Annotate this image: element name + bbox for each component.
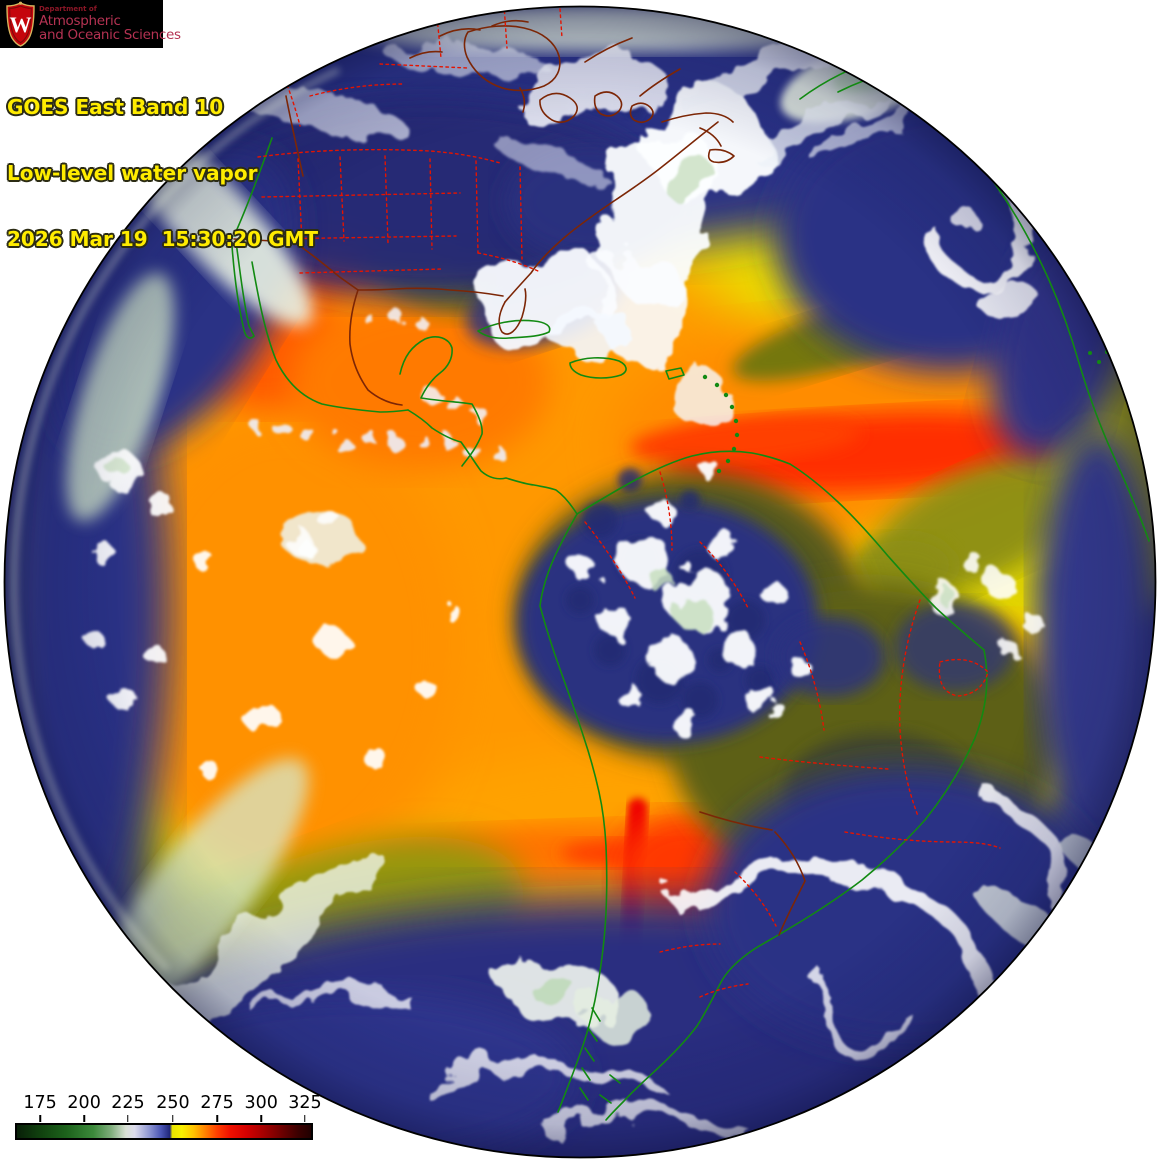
colorbar-tick-mark: [127, 1115, 129, 1122]
product-timestamp: 2026 Mar 19 15:30:20 GMT: [7, 227, 319, 251]
coastlines-brown: [233, 19, 806, 936]
colorbar: 175 200 225 250 275 300 325: [15, 1093, 322, 1140]
product-band-line: Low-level water vapor: [7, 161, 258, 185]
coastlines-green: [231, 48, 1150, 1121]
colorbar-labels: 175 200 225 250 275 300 325: [15, 1093, 321, 1114]
uw-logo-block: W Department of Atmospheric and Oceanic …: [0, 0, 181, 48]
colorbar-tick-mark: [39, 1115, 41, 1122]
logo-text-block: Department of Atmospheric and Oceanic Sc…: [39, 4, 181, 44]
colorbar-label: 175: [23, 1093, 57, 1113]
borders-red-dotted: [257, 6, 1001, 998]
colorbar-label: 250: [156, 1093, 190, 1113]
map-overlays: [231, 6, 1150, 1121]
colorbar-label: 225: [111, 1093, 145, 1113]
product-name-line: GOES East Band 10: [7, 95, 224, 119]
limb-shading: [4, 6, 1156, 1158]
globe-limb-outline: [3, 5, 1157, 1159]
colorbar-label: 275: [200, 1093, 234, 1113]
colorbar-ticks: [15, 1114, 313, 1123]
logo-department-label: Department of: [39, 4, 97, 13]
product-title-block: GOES East Band 10 Low-level water vapor …: [7, 52, 318, 272]
logo-title-line2: and Oceanic Sciences: [39, 27, 181, 44]
colorbar-tick-mark: [260, 1115, 262, 1122]
colorbar-gradient: [15, 1123, 313, 1140]
colorbar-tick-mark: [172, 1115, 174, 1122]
colorbar-tick-mark: [216, 1115, 218, 1122]
colorbar-tick-mark: [304, 1115, 306, 1122]
uw-crest-icon: W: [6, 1, 35, 47]
colorbar-tick-mark: [83, 1115, 85, 1122]
colorbar-label: 200: [67, 1093, 101, 1113]
logo-title-line1: Atmospheric: [39, 13, 121, 29]
crest-letter: W: [10, 12, 32, 37]
colorbar-label: 300: [244, 1093, 278, 1113]
colorbar-label: 325: [288, 1093, 322, 1113]
